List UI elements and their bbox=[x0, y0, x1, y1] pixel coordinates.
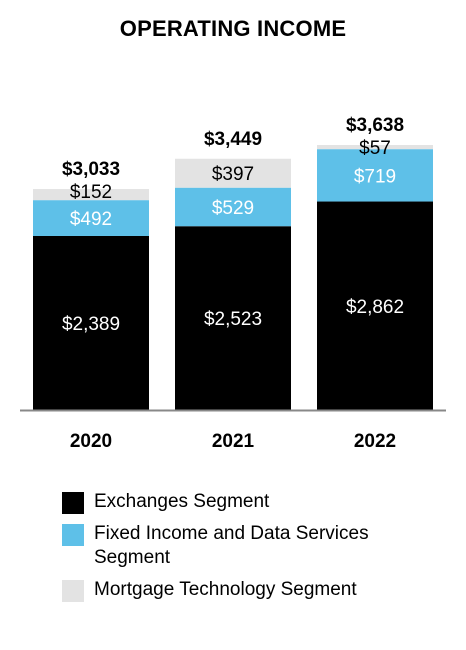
legend-item-exchanges: Exchanges Segment bbox=[62, 490, 452, 514]
x-tick-label-2022: 2022 bbox=[354, 431, 396, 452]
chart-title: OPERATING INCOME bbox=[119, 16, 347, 41]
bar-2020-series-2 bbox=[33, 189, 149, 201]
data-label-2022-series-0: $2,862 bbox=[346, 297, 404, 318]
data-label-2021-series-1: $529 bbox=[212, 198, 254, 219]
bar-2021-series-0 bbox=[175, 226, 291, 410]
legend-swatch-mortgage bbox=[62, 580, 84, 602]
legend-label-mortgage: Mortgage Technology Segment bbox=[94, 579, 357, 600]
legend-swatch-fixed-income bbox=[62, 524, 84, 546]
data-label-2020-series-2: $152 bbox=[70, 182, 112, 203]
bar-2020-series-1 bbox=[33, 200, 149, 236]
bar-2022-series-0 bbox=[317, 201, 433, 410]
legend-item-fixed-income: Fixed Income and Data Services Segment bbox=[62, 522, 452, 570]
total-label-2021: $3,449 bbox=[204, 129, 262, 150]
data-label-2020-series-1: $492 bbox=[70, 209, 112, 230]
bar-2021-series-1 bbox=[175, 187, 291, 227]
x-tick-label-2020: 2020 bbox=[70, 431, 112, 452]
data-label-2022-series-2: $57 bbox=[359, 138, 391, 159]
total-label-2020: $3,033 bbox=[62, 159, 120, 180]
legend-label-fixed-income: Fixed Income and Data Services Segment bbox=[94, 523, 369, 568]
data-label-2020-series-0: $2,389 bbox=[62, 314, 120, 335]
legend-swatch-exchanges bbox=[62, 492, 84, 514]
data-label-2022-series-1: $719 bbox=[354, 166, 396, 187]
total-label-2022: $3,638 bbox=[346, 115, 404, 136]
data-label-2021-series-2: $397 bbox=[212, 164, 254, 185]
legend-item-mortgage: Mortgage Technology Segment bbox=[62, 578, 452, 602]
chart-legend: Exchanges Segment Fixed Income and Data … bbox=[62, 490, 452, 610]
data-label-2021-series-0: $2,523 bbox=[204, 309, 262, 330]
legend-label-exchanges: Exchanges Segment bbox=[94, 491, 270, 512]
x-tick-label-2021: 2021 bbox=[212, 431, 255, 452]
bar-2021-series-2 bbox=[175, 158, 291, 188]
chart-plot-area: $2,389 $492 $152$3,033 2020 $2,523 $529 $397 $3… bbox=[20, 115, 446, 452]
bar-2022-series-1 bbox=[317, 149, 433, 202]
bar-2022-series-2 bbox=[317, 145, 433, 150]
bar-2020-series-0 bbox=[33, 235, 149, 410]
